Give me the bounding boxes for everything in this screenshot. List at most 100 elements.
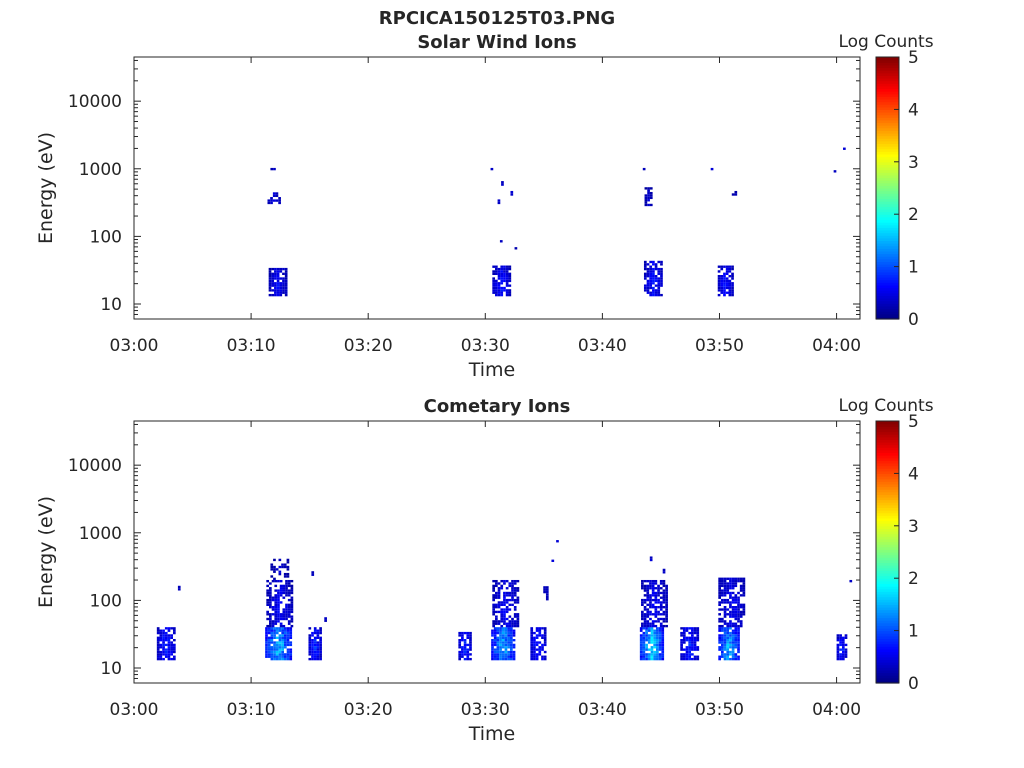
- data-cell: [665, 601, 668, 604]
- data-cell: [680, 643, 683, 647]
- data-cell: [500, 587, 504, 590]
- data-cell: [718, 641, 721, 644]
- data-cell: [503, 617, 506, 621]
- data-cell: [495, 615, 498, 618]
- data-cell: [657, 279, 661, 283]
- y-tick-label: 10: [100, 295, 122, 315]
- data-cell: [313, 629, 317, 632]
- data-cell: [276, 286, 280, 290]
- data-cell: [269, 591, 272, 595]
- data-cell: [274, 584, 278, 588]
- colorbar-segment: [876, 316, 899, 320]
- data-cell: [680, 627, 683, 630]
- data-cell: [167, 641, 171, 644]
- data-cell: [512, 634, 516, 637]
- colorbar-segment: [876, 117, 899, 121]
- data-cell: [721, 655, 724, 658]
- data-cell: [497, 582, 501, 585]
- data-cell: [277, 610, 280, 614]
- data-cell: [541, 655, 544, 658]
- data-cell: [682, 655, 686, 658]
- data-cell: [656, 636, 659, 639]
- data-cell: [721, 646, 724, 649]
- data-cell: [285, 582, 288, 585]
- data-cell: [647, 648, 651, 651]
- data-cell: [659, 579, 663, 583]
- data-cell: [836, 653, 840, 656]
- data-cell: [461, 634, 464, 637]
- data-cell: [533, 655, 536, 658]
- data-cell: [277, 620, 280, 623]
- data-cell: [659, 613, 663, 616]
- data-cell: [281, 563, 284, 566]
- data-cell: [504, 655, 508, 658]
- colorbar-segment: [876, 216, 899, 221]
- data-cell: [649, 260, 653, 264]
- data-cell: [507, 634, 510, 637]
- data-cell: [680, 641, 683, 644]
- data-cell: [505, 587, 509, 590]
- colorbar-segment: [876, 496, 899, 501]
- colorbar-segment: [876, 287, 899, 291]
- data-cell: [726, 634, 730, 637]
- data-cell: [654, 587, 658, 590]
- data-cell: [649, 596, 652, 599]
- data-cell: [495, 579, 498, 583]
- data-cell: [661, 646, 665, 649]
- colorbar-segment: [876, 188, 899, 192]
- data-cell: [159, 636, 163, 639]
- data-cell: [688, 648, 692, 651]
- colorbar-segment: [876, 195, 899, 200]
- data-cell: [274, 579, 278, 583]
- colorbar-segment: [876, 635, 899, 640]
- data-cell: [662, 598, 666, 602]
- data-cell: [270, 648, 274, 651]
- data-cell: [836, 643, 840, 647]
- colorbar-segment: [876, 439, 899, 443]
- data-cell: [170, 634, 173, 637]
- data-cell: [278, 634, 282, 637]
- data-cell: [660, 284, 663, 287]
- data-cell: [725, 284, 729, 287]
- data-cell: [653, 629, 657, 632]
- data-cell: [516, 620, 520, 623]
- colorbar-segment: [876, 638, 899, 642]
- data-cell: [508, 594, 512, 597]
- data-cell: [503, 610, 506, 614]
- data-cell: [731, 608, 735, 611]
- data-cell: [266, 603, 270, 606]
- data-cell: [685, 627, 689, 630]
- data-cell: [501, 634, 505, 637]
- data-cell: [654, 267, 658, 271]
- data-cell: [172, 657, 176, 661]
- data-cell: [458, 639, 462, 642]
- data-cell: [731, 582, 735, 585]
- data-cell: [731, 631, 735, 635]
- data-cell: [650, 641, 654, 644]
- data-cell: [269, 606, 272, 609]
- data-cell: [742, 608, 746, 611]
- data-cell: [836, 655, 840, 658]
- data-cell: [541, 627, 544, 630]
- colorbar-segment: [876, 494, 899, 498]
- data-cell: [723, 589, 727, 592]
- data-cell: [164, 643, 168, 647]
- colorbar-segment: [876, 300, 899, 304]
- data-cell: [726, 650, 730, 654]
- data-cell: [691, 648, 694, 651]
- data-cell: [495, 284, 498, 287]
- data-cell: [737, 579, 740, 583]
- data-cell: [466, 636, 470, 639]
- data-cell: [843, 147, 846, 150]
- data-cell: [167, 636, 171, 639]
- data-cell: [492, 282, 496, 285]
- x-tick-label: 03:20: [344, 700, 393, 720]
- data-cell: [461, 648, 464, 651]
- data-cell: [642, 655, 646, 658]
- colorbar-segment: [876, 662, 899, 666]
- data-cell: [643, 289, 647, 292]
- data-cell: [492, 270, 496, 273]
- data-cell: [652, 291, 655, 294]
- data-cell: [164, 650, 168, 654]
- data-cell: [503, 622, 506, 625]
